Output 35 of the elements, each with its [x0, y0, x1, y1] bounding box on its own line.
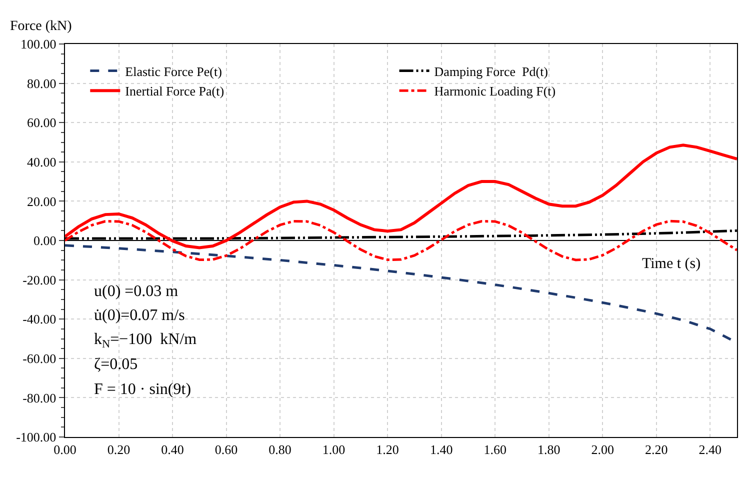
x-tick-label: 2.20 [644, 442, 668, 457]
y-tick-label: 20.00 [26, 194, 56, 209]
x-tick-label: 1.00 [322, 442, 346, 457]
x-tick-label: 0.80 [268, 442, 292, 457]
x-tick-label: 0.20 [107, 442, 130, 457]
annotation: k$_{N}$=−100 kN/m [94, 331, 198, 350]
y-tick-label: -100.00 [16, 430, 56, 445]
annotation: u(0) =0.03 m [94, 283, 179, 300]
y-tick-label: -60.00 [22, 350, 56, 366]
annotation: u̇(0)=0.07 m/s [94, 307, 185, 324]
y-tick-label: 40.00 [26, 154, 56, 170]
x-tick-label: 0.40 [161, 442, 184, 457]
y-tick-label: -80.00 [22, 390, 56, 406]
y-tick-label: 60.00 [26, 115, 56, 130]
legend-label: Harmonic Loading F(t) [434, 84, 556, 99]
x-tick-label: 1.40 [430, 442, 453, 457]
x-tick-label: 2.40 [698, 442, 722, 457]
x-tick-label: 1.60 [484, 442, 506, 457]
x-tick-label: 0.60 [214, 442, 238, 457]
legend-label: Elastic Force Pe(t) [125, 64, 222, 79]
y-axis-title: Force (kN) [10, 19, 72, 34]
y-tick-label: 0.00 [33, 233, 56, 248]
annotation: F = 10 · sin(9t) [94, 381, 192, 398]
x-tick-label: 1.80 [537, 442, 560, 457]
x-tick-label: 1.20 [376, 442, 399, 457]
x-tick-label: 2.00 [591, 442, 614, 457]
y-tick-label: -20.00 [22, 272, 56, 288]
legend-label: Damping Force Pd(t) [434, 64, 548, 79]
annotation: ζ=0.05 [94, 356, 138, 373]
y-tick-label: 100.00 [20, 36, 56, 52]
x-axis-title: Time t (s) [642, 256, 701, 272]
y-tick-label: 80.00 [26, 76, 56, 91]
x-tick-label: 0.00 [54, 442, 76, 457]
y-tick-label: -40.00 [22, 312, 56, 327]
legend-label: Inertial Force Pa(t) [125, 84, 224, 99]
